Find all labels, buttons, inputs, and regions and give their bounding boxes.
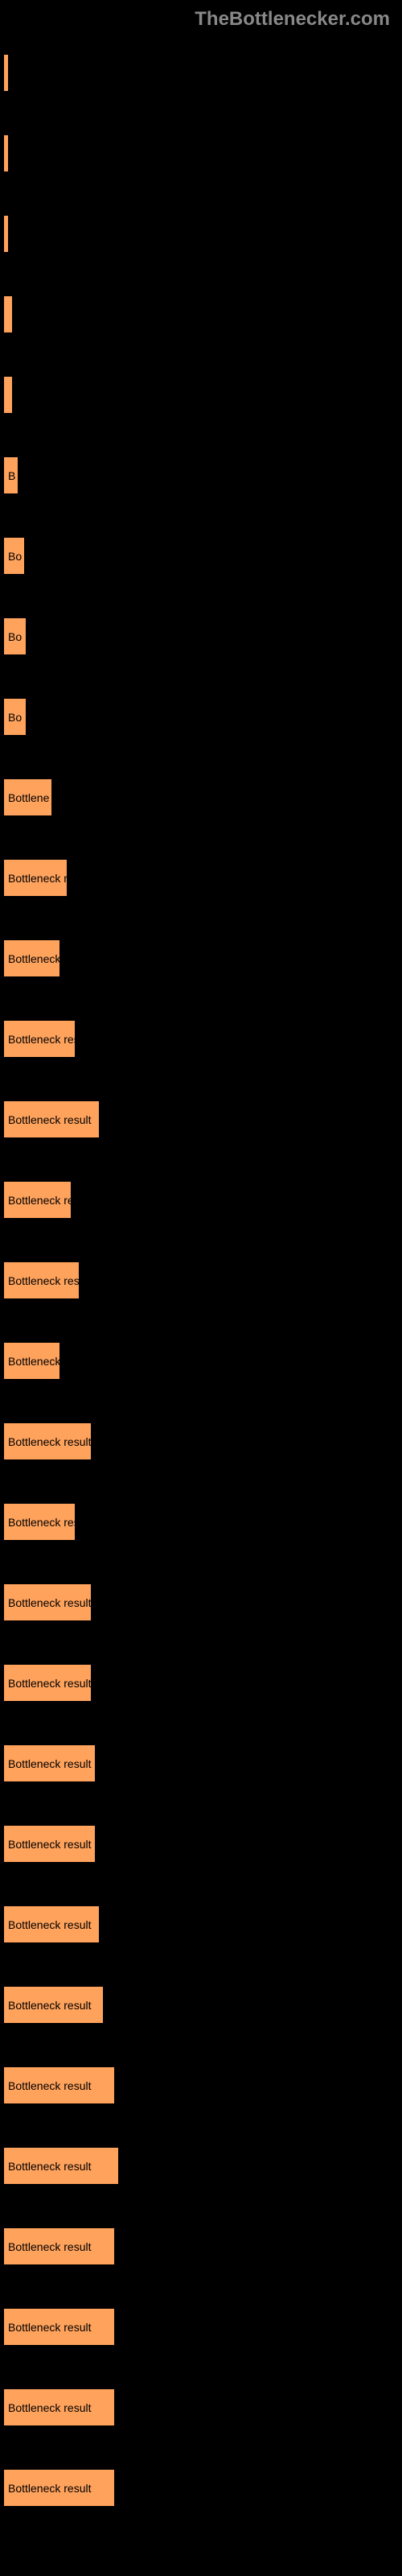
bar-row: Bottleneck result	[4, 2309, 398, 2345]
bar-row: Bottleneck res	[4, 1021, 398, 1057]
bar-row: Bottleneck result	[4, 1987, 398, 2023]
chart-bar: Bottleneck result	[4, 1584, 91, 1620]
chart-bar: Bottleneck resu	[4, 1262, 79, 1298]
chart-bar	[4, 296, 12, 332]
chart-bar: Bottleneck result	[4, 1101, 99, 1137]
chart-bar: Bottleneck result	[4, 2067, 114, 2103]
chart-bar: Bottlene	[4, 779, 51, 815]
chart-bar: Bo	[4, 618, 26, 654]
chart-bar: Bottleneck result	[4, 2470, 114, 2506]
chart-bar: Bottleneck res	[4, 1021, 75, 1057]
chart-bar	[4, 55, 8, 91]
chart-bar: Bo	[4, 538, 24, 574]
chart-bar: Bottleneck result	[4, 1745, 95, 1781]
bar-row: Bottleneck result	[4, 2148, 398, 2184]
chart-bar: Bottleneck result	[4, 2148, 118, 2184]
bar-row: Bottleneck res	[4, 1504, 398, 1540]
chart-bar: Bo	[4, 699, 26, 735]
chart-bar: Bottleneck result	[4, 2389, 114, 2425]
bar-row	[4, 55, 398, 91]
site-header: TheBottlenecker.com	[0, 0, 402, 39]
chart-bar: Bottleneck res	[4, 1504, 75, 1540]
bar-row: Bottleneck r	[4, 860, 398, 896]
bar-row: Bottleneck	[4, 1343, 398, 1379]
bar-row	[4, 135, 398, 171]
bar-row: Bottlene	[4, 779, 398, 815]
chart-bar: Bottleneck result	[4, 1665, 91, 1701]
bar-row: Bottleneck result	[4, 2470, 398, 2506]
bar-row: Bottleneck result	[4, 2067, 398, 2103]
chart-bar: Bottleneck result	[4, 1826, 95, 1862]
chart-bar: B	[4, 457, 18, 493]
chart-bar: Bottleneck r	[4, 860, 67, 896]
bar-row: Bottleneck result	[4, 2389, 398, 2425]
chart-bar: Bottleneck result	[4, 1987, 103, 2023]
bar-row: Bottleneck re	[4, 1182, 398, 1218]
bar-row: Bottleneck result	[4, 1745, 398, 1781]
chart-bar: Bottleneck result	[4, 1423, 91, 1459]
bar-row: Bo	[4, 618, 398, 654]
bar-row: Bo	[4, 538, 398, 574]
chart-bar: Bottleneck result	[4, 1906, 99, 1942]
bar-row: Bottleneck resu	[4, 1262, 398, 1298]
site-title: TheBottlenecker.com	[195, 8, 390, 30]
bar-row: Bottleneck result	[4, 1584, 398, 1620]
bar-row	[4, 377, 398, 413]
bar-row: Bo	[4, 699, 398, 735]
bar-row: Bottleneck result	[4, 1423, 398, 1459]
bar-row: Bottleneck result	[4, 1101, 398, 1137]
chart-bar: Bottleneck result	[4, 2228, 114, 2264]
bar-row: Bottleneck result	[4, 1665, 398, 1701]
bar-chart: B Bo Bo Bo Bottlene Bottleneck r Bottleneck Bot…	[0, 39, 402, 2566]
bar-row: B	[4, 457, 398, 493]
chart-bar: Bottleneck	[4, 1343, 59, 1379]
chart-bar	[4, 377, 12, 413]
bar-row: Bottleneck	[4, 940, 398, 976]
chart-bar	[4, 216, 8, 252]
bar-row: Bottleneck result	[4, 1826, 398, 1862]
chart-bar: Bottleneck result	[4, 2309, 114, 2345]
bar-row	[4, 216, 398, 252]
bar-row: Bottleneck result	[4, 1906, 398, 1942]
bar-row: Bottleneck result	[4, 2228, 398, 2264]
chart-bar	[4, 135, 8, 171]
chart-bar: Bottleneck	[4, 940, 59, 976]
bar-row	[4, 296, 398, 332]
chart-bar: Bottleneck re	[4, 1182, 71, 1218]
